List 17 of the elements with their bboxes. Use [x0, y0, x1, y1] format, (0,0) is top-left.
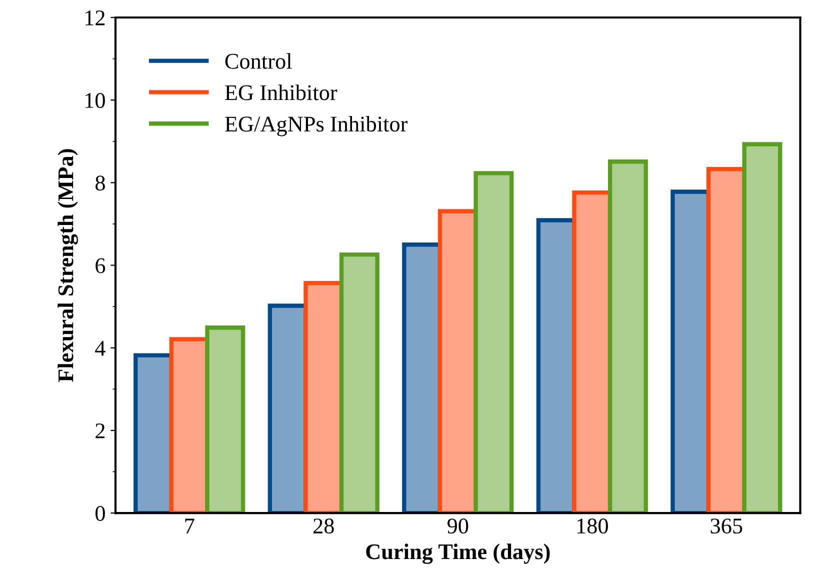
y-tick-label: 12 [86, 10, 105, 26]
x-tick-label: 365 [710, 518, 742, 534]
legend-label: EG Inhibitor [225, 84, 338, 100]
legend-label: EG/AgNPs Inhibitor [225, 116, 408, 136]
legend-label: Control [225, 53, 292, 69]
y-axis-title: Flexural Strength (MPa) [58, 149, 78, 382]
y-tick-label: 0 [96, 506, 105, 521]
x-tick-label: 90 [447, 518, 468, 534]
y-tick-label: 10 [86, 93, 105, 108]
y-tick-label: 2 [96, 423, 105, 438]
x-tick-label: 180 [577, 518, 608, 534]
x-tick-label: 7 [185, 518, 194, 534]
x-axis-title: Curing Time (days) [366, 544, 550, 564]
y-tick-label: 6 [96, 258, 106, 274]
y-tick-label: 4 [95, 340, 106, 356]
y-tick-label: 8 [96, 176, 105, 191]
x-tick-label: 28 [313, 518, 334, 534]
